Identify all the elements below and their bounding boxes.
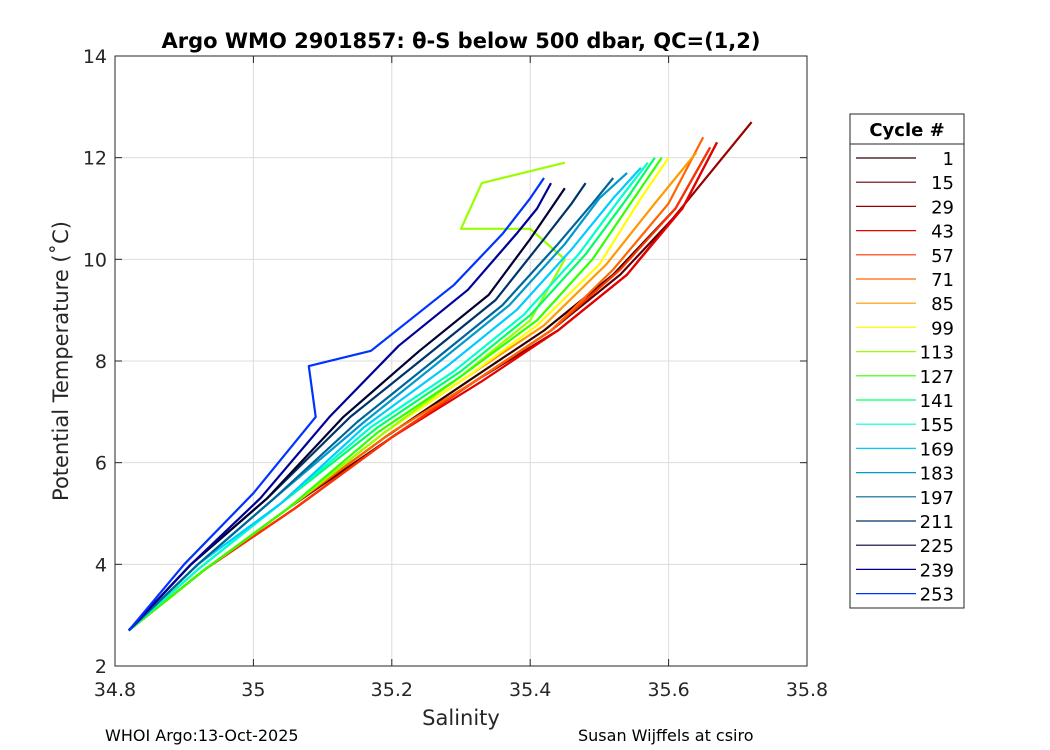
y-tick-label: 4 [95, 554, 107, 576]
legend-label-cycle-141: 141 [920, 391, 954, 412]
legend-label-cycle-197: 197 [920, 488, 954, 509]
legend-box [849, 113, 965, 609]
legend-label-cycle-15: 15 [931, 173, 954, 194]
y-tick-label: 10 [83, 249, 107, 271]
legend-title: Cycle # [869, 120, 944, 141]
legend-label-cycle-1: 1 [943, 149, 954, 170]
legend-label-cycle-85: 85 [931, 294, 954, 315]
legend: Cycle # 1 15 29 43 57 71 85 99 113 127 141 155 169 18… [849, 113, 965, 609]
series-line-cycle-225 [127, 187, 566, 632]
y-axis-ticks: 2 4 6 8 10 12 14 [83, 46, 807, 678]
x-tick-label: 35.4 [509, 679, 551, 701]
chart-title: Argo WMO 2901857: θ-S below 500 dbar, QC… [162, 29, 761, 53]
footer-date-credit: WHOI Argo:13-Oct-2025 [105, 726, 299, 745]
series-line-cycle-127 [128, 157, 663, 632]
x-tick-label: 35 [241, 679, 265, 701]
legend-label-cycle-183: 183 [920, 464, 954, 485]
series-line-cycle-253 [127, 177, 545, 632]
x-tick-label: 34.8 [94, 679, 136, 701]
legend-label-cycle-169: 169 [920, 439, 954, 460]
legend-label-cycle-43: 43 [931, 222, 954, 243]
series-line-cycle-239 [127, 182, 552, 632]
y-tick-label: 14 [83, 46, 107, 68]
x-axis-label: Salinity [422, 706, 500, 730]
x-tick-label: 35.8 [786, 679, 828, 701]
legend-items: 1 15 29 43 57 71 85 99 113 127 141 155 169 183 197 211 2… [856, 149, 954, 606]
legend-label-cycle-211: 211 [920, 512, 954, 533]
series-line-cycle-169 [128, 167, 642, 632]
x-axis-ticks: 34.8 35 35.2 35.4 35.6 35.8 [94, 56, 828, 701]
legend-label-cycle-253: 253 [920, 585, 954, 606]
series-line-cycle-155 [128, 162, 649, 632]
legend-label-cycle-71: 71 [931, 270, 954, 291]
y-tick-label: 2 [95, 656, 107, 678]
legend-label-cycle-99: 99 [931, 318, 954, 339]
y-axis-label: Potential Temperature (˚C) [49, 221, 73, 501]
legend-label-cycle-29: 29 [931, 197, 954, 218]
legend-label-cycle-113: 113 [920, 343, 954, 364]
data-traces [127, 121, 753, 632]
legend-label-cycle-155: 155 [920, 415, 954, 436]
legend-label-cycle-225: 225 [920, 536, 954, 557]
legend-label-cycle-239: 239 [920, 560, 954, 581]
legend-label-cycle-57: 57 [931, 246, 954, 267]
y-tick-label: 6 [95, 453, 107, 475]
y-tick-label: 8 [95, 351, 107, 373]
series-line-cycle-197 [128, 177, 615, 632]
y-tick-label: 12 [83, 148, 107, 170]
x-tick-label: 35.6 [647, 679, 689, 701]
legend-label-cycle-127: 127 [920, 367, 954, 388]
footer-author-credit: Susan Wijffels at csiro [578, 726, 754, 745]
x-tick-label: 35.2 [371, 679, 413, 701]
